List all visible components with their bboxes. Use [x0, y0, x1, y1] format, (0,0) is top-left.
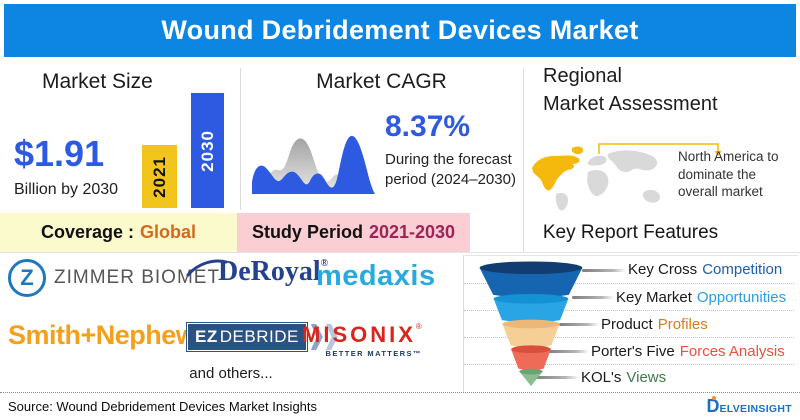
ezdebride-box: EZ DEBRIDE	[186, 322, 308, 352]
regional-title: Regional Market Assessment	[543, 65, 718, 115]
page-title: Wound Debridement Devices Market	[161, 15, 639, 45]
funnel-segment-top	[519, 368, 543, 375]
leader-line	[534, 376, 579, 379]
market-size-title: Market Size	[42, 70, 153, 93]
funnel-segment	[502, 324, 560, 348]
key-report-features-title: Key Report Features	[542, 221, 719, 243]
study-period-label: Study Period	[251, 222, 363, 242]
cagr-wave-chart	[252, 135, 375, 194]
coverage-label: Coverage :	[40, 222, 135, 242]
cagr-caption: During the forecast period (2024–2030)	[385, 151, 516, 188]
source-note: Source: Wound Debridement Devices Market…	[8, 399, 318, 414]
funnel-diagram	[479, 261, 583, 387]
footer: Source: Wound Debridement Devices Market…	[0, 392, 800, 420]
ezdebride-logo: EZ DEBRIDE	[186, 322, 338, 352]
bar-2030-label: 2030	[197, 129, 217, 172]
feature-row: Porter's Five Forces Analysis	[464, 338, 794, 365]
funnel-segment	[519, 371, 543, 387]
bar-2021-label: 2021	[149, 155, 169, 198]
key-report-features-box: Key Cross Competition Key Market Opportuni…	[463, 255, 798, 393]
cagr-value: 8.37%	[385, 110, 471, 143]
deroyal-swoosh-icon	[186, 259, 228, 277]
market-size-caption: Billion by 2030	[14, 181, 119, 198]
feature-prefix: KOL's	[581, 369, 622, 386]
coverage-band: Coverage : Global	[0, 213, 237, 252]
feature-highlight: Competition	[702, 261, 783, 278]
and-others-label: and others...	[189, 365, 273, 382]
bar-2021: 2021	[142, 145, 177, 208]
continent-greenland	[572, 146, 584, 154]
feature-prefix: Key Market	[616, 288, 692, 306]
market-size-value: $1.91	[14, 133, 105, 174]
smith-nephew-logo: Smith+Nephew	[8, 320, 197, 350]
feature-highlight: Profiles	[657, 315, 708, 333]
misonix-wordmark: MISONIX	[302, 322, 416, 347]
feature-row: Key Market Opportunities	[464, 284, 794, 311]
column-divider	[240, 68, 241, 210]
funnel-segment	[511, 349, 551, 371]
feature-highlight: Opportunities	[696, 288, 787, 306]
feature-row: KOL's Views	[464, 365, 794, 390]
continent-south-america	[555, 192, 568, 211]
regional-note: North America to dominate the overall ma…	[678, 149, 779, 199]
study-period-band: Study Period 2021-2030	[237, 213, 470, 252]
misonix-tagline: BETTER MATTERS™	[325, 349, 422, 358]
continent-north-america	[532, 155, 580, 191]
map-connector-line	[598, 143, 719, 154]
world-map	[532, 143, 722, 211]
delveinsight-dot-icon	[712, 396, 717, 400]
funnel-segment	[479, 267, 583, 298]
continent-australia	[642, 189, 661, 203]
banner: Wound Debridement Devices Market	[4, 4, 796, 57]
leader-line	[547, 350, 589, 353]
column-divider	[523, 68, 524, 252]
delveinsight-logo: D ELVEINSIGHT	[706, 396, 792, 416]
feature-prefix: Key Cross	[628, 261, 698, 278]
continent-europe	[587, 155, 607, 166]
feature-highlight: Forces Analysis	[679, 342, 785, 360]
funnel-segment-top	[502, 319, 560, 329]
leader-line	[572, 296, 614, 299]
continent-africa	[587, 170, 609, 197]
leader-line	[582, 269, 626, 272]
wave-blue-area	[252, 135, 375, 194]
feature-highlight: Views	[626, 369, 667, 386]
funnel-segment	[493, 298, 569, 323]
feature-prefix: Porter's Five	[591, 342, 675, 360]
funnel-segment-top	[493, 293, 569, 304]
deroyal-wordmark: DeRoyal®	[218, 256, 329, 287]
leader-line	[559, 323, 599, 326]
zimmer-biomet-logo: Z ZIMMER BIOMET	[8, 258, 220, 298]
zimmer-wordmark: ZIMMER BIOMET	[54, 267, 221, 288]
funnel-segment-top	[511, 345, 551, 354]
misonix-logo: MISONIX® BETTER MATTERS™	[302, 322, 422, 358]
feature-row: Product Profiles	[464, 311, 794, 338]
coverage-value: Global	[140, 222, 197, 242]
study-period-value: 2021-2030	[368, 222, 456, 242]
bands-row: Coverage : Global Study Period 2021-2030…	[0, 213, 800, 253]
funnel-segment-top	[479, 261, 583, 275]
continent-asia	[607, 150, 658, 173]
zimmer-z-icon: Z	[8, 259, 46, 297]
feature-prefix: Product	[601, 315, 653, 333]
bar-2030: 2030	[191, 93, 224, 208]
medaxis-logo: medaxis	[316, 260, 436, 292]
market-cagr-title: Market CAGR	[316, 70, 447, 93]
feature-row: Key Cross Competition	[464, 256, 794, 284]
deroyal-logo: DeRoyal®	[186, 256, 328, 300]
map-connector-arrow	[714, 151, 722, 156]
